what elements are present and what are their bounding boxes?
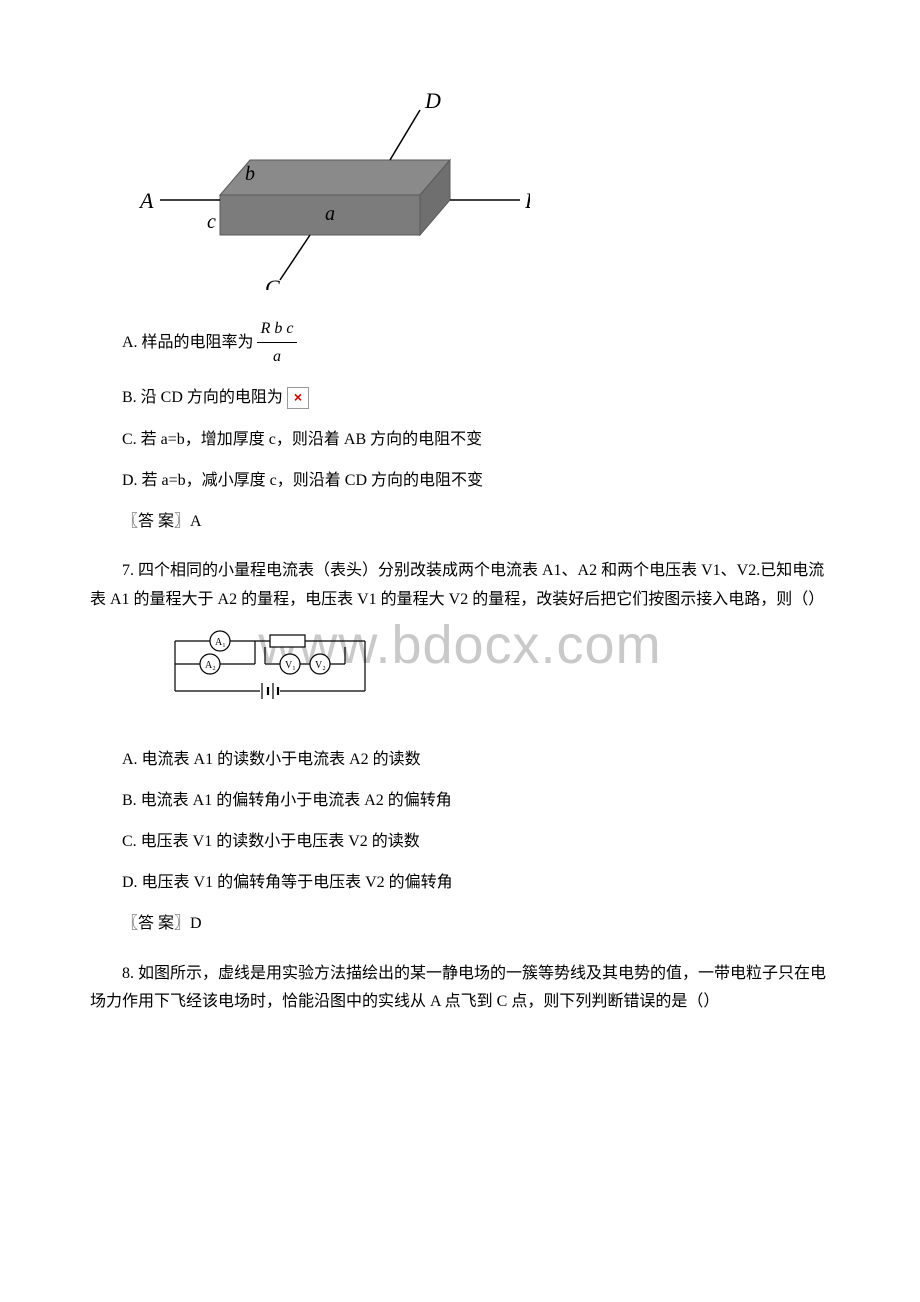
meter-A1: A₁: [215, 637, 226, 648]
label-D: D: [424, 88, 441, 113]
q6-option-a: A. 样品的电阻率为 R b c a: [90, 315, 830, 370]
q6-option-c: C. 若 a=b，增加厚度 c，则沿着 AB 方向的电阻不变: [90, 426, 830, 453]
q6-answer: 〖答 案〗A: [90, 508, 830, 535]
meter-V2: V₂: [315, 660, 326, 671]
meter-A2: A₂: [205, 660, 216, 671]
label-C: C: [265, 275, 280, 290]
q6-optA-prefix: A. 样品的电阻率为: [122, 329, 254, 356]
q7-option-c: C. 电压表 V1 的读数小于电压表 V2 的读数: [90, 828, 830, 855]
q7-text: 7. 四个相同的小量程电流表（表头）分别改装成两个电流表 A1、A2 和两个电压…: [90, 557, 830, 615]
label-a: a: [325, 203, 335, 225]
q7-option-b: B. 电流表 A1 的偏转角小于电流表 A2 的偏转角: [90, 787, 830, 814]
q6-diagram: a b c A B C D: [100, 80, 830, 295]
label-c: c: [207, 211, 216, 233]
label-A: A: [138, 188, 154, 213]
fraction-den: a: [257, 343, 298, 370]
q6-optB-prefix: B. 沿 CD 方向的电阻为: [122, 384, 283, 411]
q6-option-d: D. 若 a=b，减小厚度 c，则沿着 CD 方向的电阻不变: [90, 467, 830, 494]
page-content: a b c A B C D A. 样品的电阻率为 R b c a B. 沿 CD…: [90, 80, 830, 1017]
label-B: B: [525, 188, 530, 213]
q7-circuit-diagram: A₁ A₂ V₁ V₂: [165, 629, 830, 724]
broken-image-icon: [287, 387, 309, 409]
fraction-num: R b c: [257, 315, 298, 343]
q7-option-a: A. 电流表 A1 的读数小于电流表 A2 的读数: [90, 746, 830, 773]
q8-text: 8. 如图所示，虚线是用实验方法描绘出的某一静电场的一簇等势线及其电势的值，一带…: [90, 960, 830, 1018]
q7-answer: 〖答 案〗D: [90, 910, 830, 937]
q6-option-b: B. 沿 CD 方向的电阻为: [90, 384, 830, 411]
q7-option-d: D. 电压表 V1 的偏转角等于电压表 V2 的偏转角: [90, 869, 830, 896]
label-b: b: [245, 163, 255, 185]
meter-V1: V₁: [285, 660, 296, 671]
q6-optA-fraction: R b c a: [257, 315, 298, 370]
